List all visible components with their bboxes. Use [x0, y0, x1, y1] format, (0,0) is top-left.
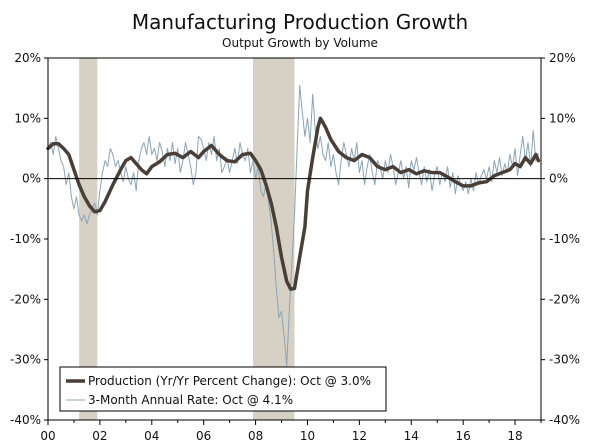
- legend: Production (Yr/Yr Percent Change): Oct @…: [59, 366, 387, 412]
- x-tick-label: 14: [404, 429, 419, 443]
- chart-title: Manufacturing Production Growth: [132, 10, 468, 34]
- x-tick-label: 04: [144, 429, 159, 443]
- axes: 20% 20% 10% 10% 0% 0% -10% -10% -20% -20% -30% -30%…: [10, 51, 580, 443]
- legend-label-3-month-rate: 3-Month Annual Rate: Oct @ 4.1%: [88, 393, 293, 407]
- y-tick-label-right: -40%: [549, 413, 580, 427]
- y-tick-label-left: -10%: [10, 232, 41, 246]
- y-tick-label-left: -40%: [10, 413, 41, 427]
- chart-series: [46, 84, 541, 367]
- y-tick-label-left: -30%: [10, 353, 41, 367]
- x-tick-label: 18: [507, 429, 522, 443]
- x-tick-label: 02: [92, 429, 107, 443]
- recession-bar-2: [252, 58, 295, 420]
- x-tick-label: 06: [196, 429, 211, 443]
- x-tick-label: 10: [300, 429, 315, 443]
- y-tick-label-right: 20%: [549, 51, 576, 65]
- x-tick-label: 12: [352, 429, 367, 443]
- x-tick-label: 16: [456, 429, 471, 443]
- x-tick-label: 08: [248, 429, 263, 443]
- recession-shading: [79, 58, 295, 420]
- y-tick-label-right: -30%: [549, 353, 580, 367]
- y-tick-label-left: 10%: [14, 111, 41, 125]
- x-tick-label: 00: [40, 429, 55, 443]
- y-tick-label-left: 0%: [22, 172, 41, 186]
- y-tick-label-right: -20%: [549, 292, 580, 306]
- legend-label-production: Production (Yr/Yr Percent Change): Oct @…: [88, 374, 371, 388]
- y-tick-label-left: -20%: [10, 292, 41, 306]
- series-production-line: [46, 116, 541, 291]
- y-tick-label-left: 20%: [14, 51, 41, 65]
- y-tick-label-right: 10%: [549, 111, 576, 125]
- series-3-month-rate-line: [47, 84, 539, 367]
- y-tick-label-right: -10%: [549, 232, 580, 246]
- y-tick-label-right: 0%: [549, 172, 568, 186]
- chart-subtitle: Output Growth by Volume: [222, 36, 378, 50]
- legend-box: [59, 366, 387, 412]
- recession-bar-1: [79, 58, 98, 420]
